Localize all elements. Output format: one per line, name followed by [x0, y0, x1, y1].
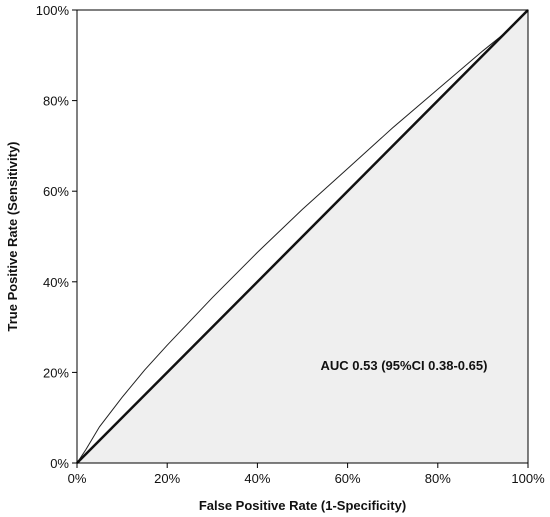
x-axis-title: False Positive Rate (1-Specificity) — [199, 498, 406, 513]
y-tick-label: 80% — [43, 94, 69, 109]
roc-curve-line — [76, 9, 529, 464]
auc-annotation: AUC 0.53 (95%CI 0.38-0.65) — [321, 358, 488, 373]
y-tick-label: 20% — [43, 365, 69, 380]
plot-frame — [76, 9, 529, 464]
y-axis-ticks: 0% 20% 40% 60% 80% 100% — [36, 3, 77, 471]
x-tick-label: 100% — [511, 471, 545, 486]
y-tick-label: 0% — [50, 456, 69, 471]
x-tick-label: 0% — [68, 471, 87, 486]
y-tick-label: 40% — [43, 275, 69, 290]
x-tick-label: 40% — [244, 471, 270, 486]
x-tick-label: 60% — [335, 471, 361, 486]
x-tick-label: 20% — [154, 471, 180, 486]
y-tick-label: 60% — [43, 184, 69, 199]
x-axis-ticks: 0% 20% 40% 60% 80% 100% — [68, 463, 545, 486]
reference-diagonal-line — [76, 9, 529, 464]
x-tick-label: 80% — [425, 471, 451, 486]
y-axis-title: True Positive Rate (Sensitivity) — [5, 141, 20, 331]
y-tick-label: 100% — [36, 3, 70, 18]
